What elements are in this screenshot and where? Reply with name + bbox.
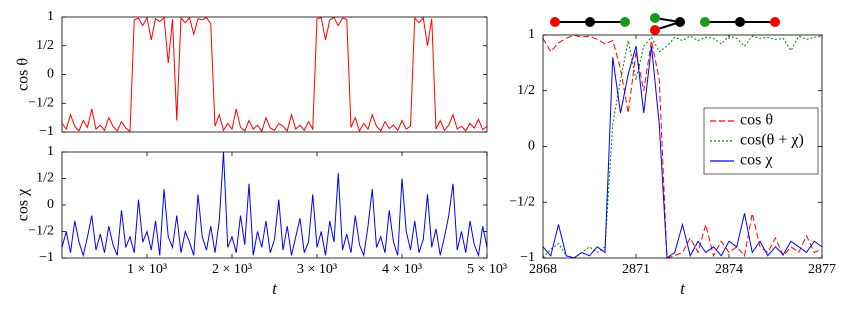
x-tick-label: 1 × 10³ [127, 262, 167, 277]
y-tick-label: 1 [47, 9, 54, 24]
y-tick-label: −1/2 [509, 194, 535, 209]
legend-label: cos(θ + χ) [740, 132, 804, 149]
y-tick-label: −1 [39, 250, 54, 265]
data-line [542, 35, 823, 259]
plot-frame [61, 16, 488, 133]
x-tick-label: 2874 [715, 262, 743, 277]
y-tick-label: 1/2 [36, 171, 54, 186]
x-tick-label: 5 × 10³ [467, 262, 507, 277]
y-tick-label: 1 [528, 27, 535, 42]
data-line [542, 34, 823, 259]
x-tick-label: 4 × 10³ [382, 262, 422, 277]
y-axis-label: cos χ [15, 188, 32, 221]
y-tick-label: 1 [47, 144, 54, 159]
molecule-icons [550, 13, 780, 35]
x-tick-label: 3 × 10³ [297, 262, 337, 277]
y-tick-label: 0 [47, 197, 54, 212]
x-axis-label: t [680, 279, 686, 298]
atom [700, 17, 710, 27]
y-tick-label: −1 [39, 124, 54, 139]
x-tick-label: 2 × 10³ [212, 262, 252, 277]
y-tick-label: 1/2 [36, 38, 54, 53]
data-line [61, 16, 488, 133]
atom [675, 17, 685, 27]
y-axis-label: cos θ [15, 58, 32, 91]
atom [770, 17, 780, 27]
data-line [61, 151, 488, 258]
legend-label: cos χ [740, 152, 773, 169]
atom [550, 17, 560, 27]
x-tick-label: 2871 [622, 262, 650, 277]
x-tick-label: 2877 [808, 262, 836, 277]
y-tick-label: 0 [47, 67, 54, 82]
y-tick-label: −1 [520, 250, 535, 265]
data-line [542, 46, 823, 259]
y-tick-label: 1/2 [517, 83, 535, 98]
y-tick-label: 0 [528, 139, 535, 154]
legend-label: cos θ [740, 112, 773, 129]
plot-frame [542, 34, 823, 259]
atom [650, 13, 660, 23]
x-tick-label: 2868 [529, 262, 557, 277]
y-tick-label: −1/2 [28, 95, 54, 110]
atom [585, 17, 595, 27]
atom [650, 25, 660, 35]
x-axis-label: t [272, 279, 278, 298]
plot-frame [61, 151, 488, 259]
y-tick-label: −1/2 [28, 224, 54, 239]
atom [735, 17, 745, 27]
atom [620, 17, 630, 27]
